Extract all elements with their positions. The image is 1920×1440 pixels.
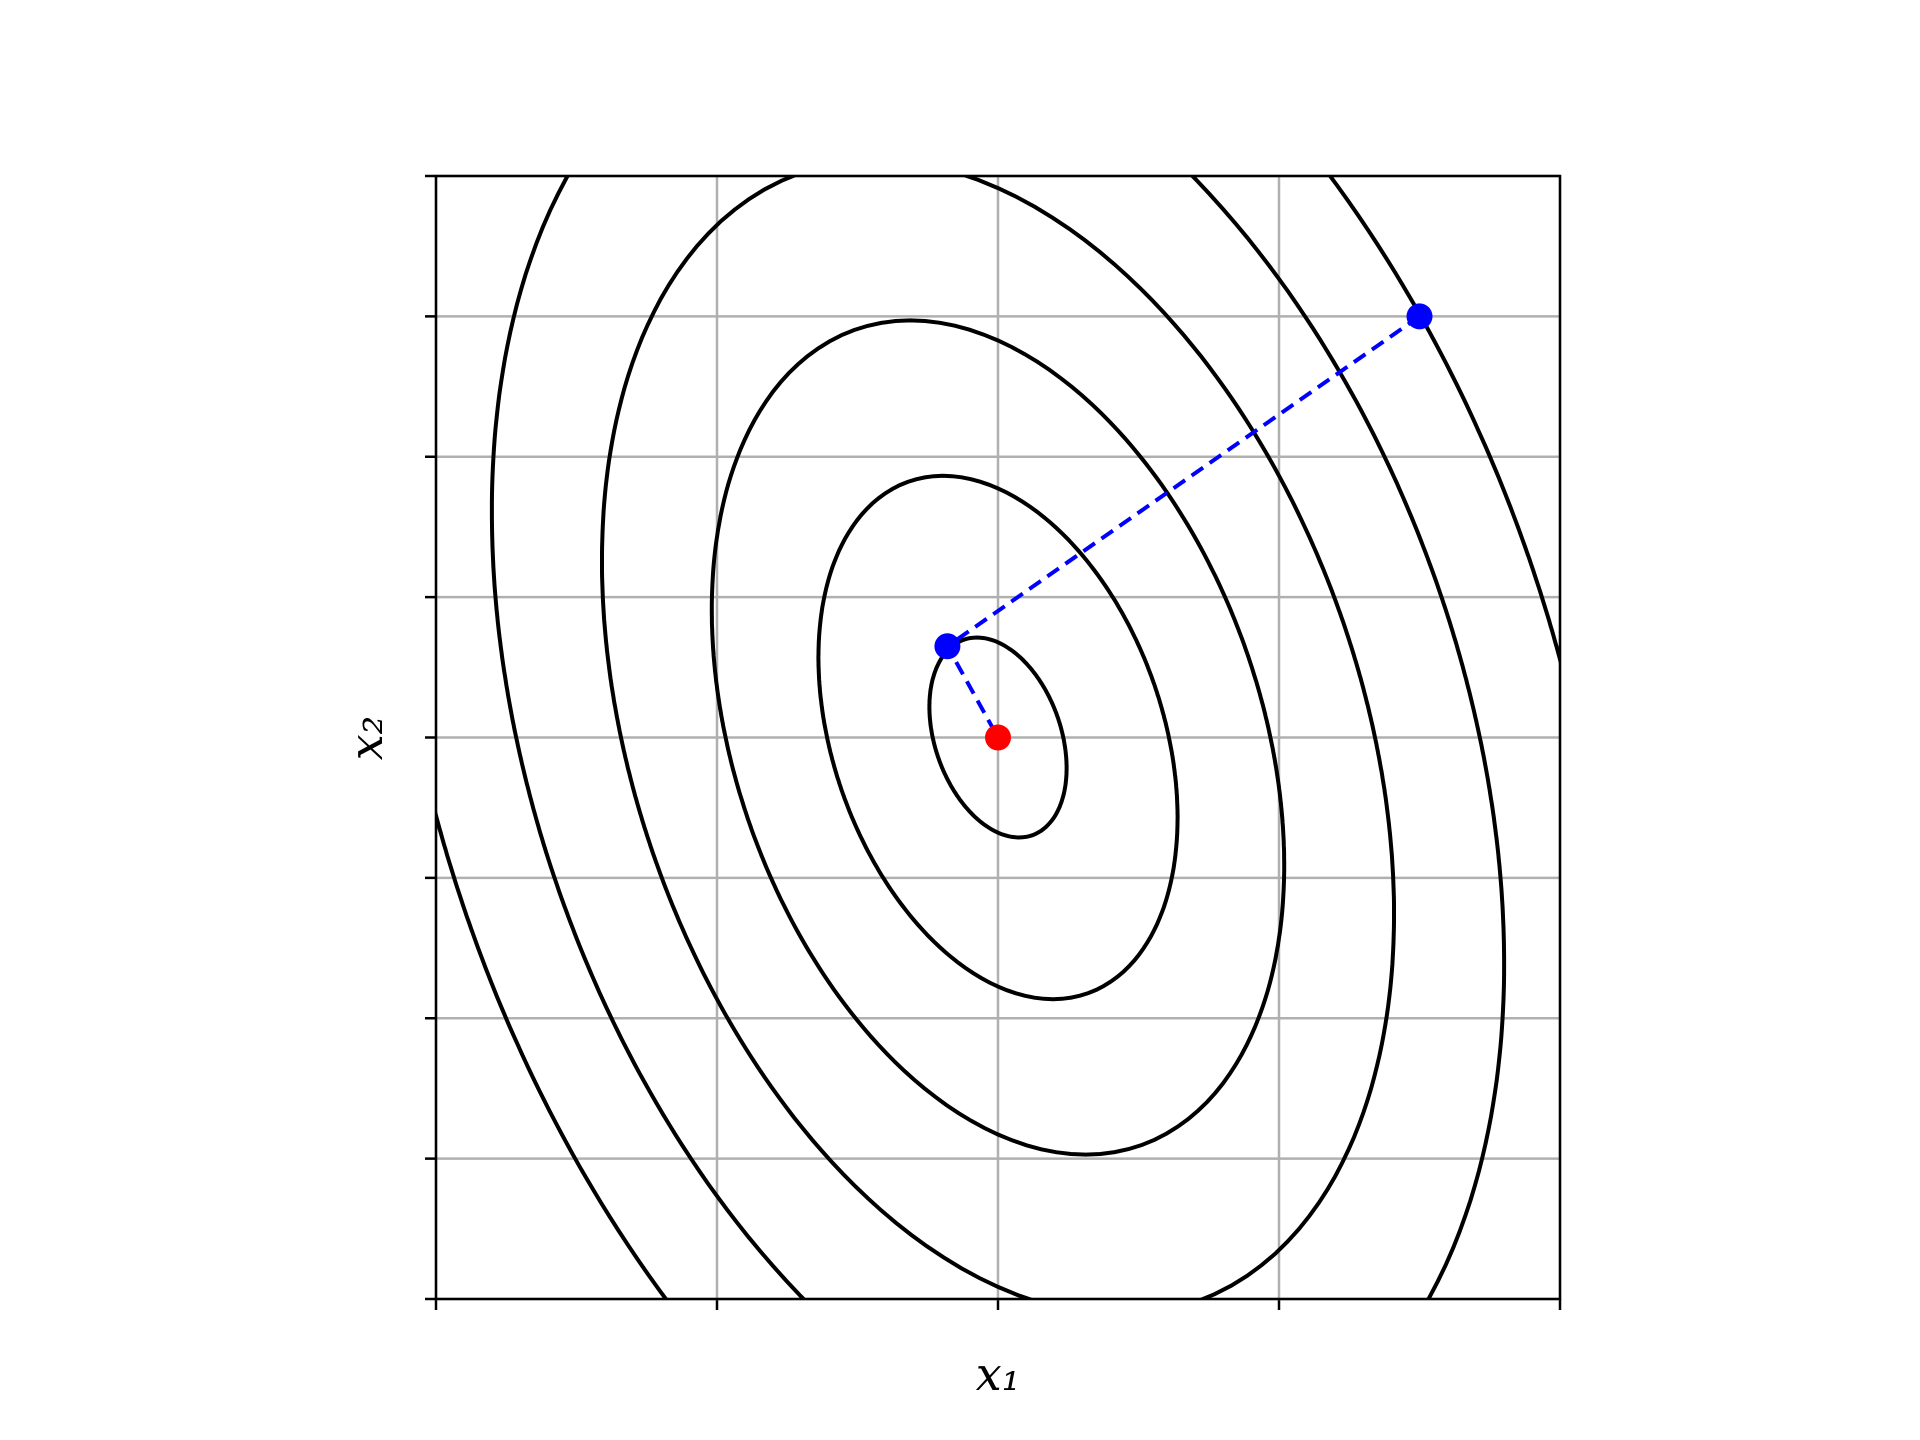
point — [934, 633, 961, 660]
point — [1406, 303, 1433, 330]
descent-path — [944, 314, 1421, 739]
contour-line — [816, 473, 1180, 1002]
contour-line — [489, 176, 1507, 1299]
plot-frame — [434, 174, 1562, 1301]
contour-line — [709, 318, 1287, 1157]
contour-line — [927, 635, 1069, 840]
contours — [436, 176, 1560, 1299]
y-axis-label: x₂ — [339, 716, 393, 760]
contour-line — [436, 176, 1560, 1299]
x-axis-label: x₁ — [976, 1347, 1020, 1401]
point — [985, 724, 1011, 751]
contour-line — [600, 176, 1396, 1299]
